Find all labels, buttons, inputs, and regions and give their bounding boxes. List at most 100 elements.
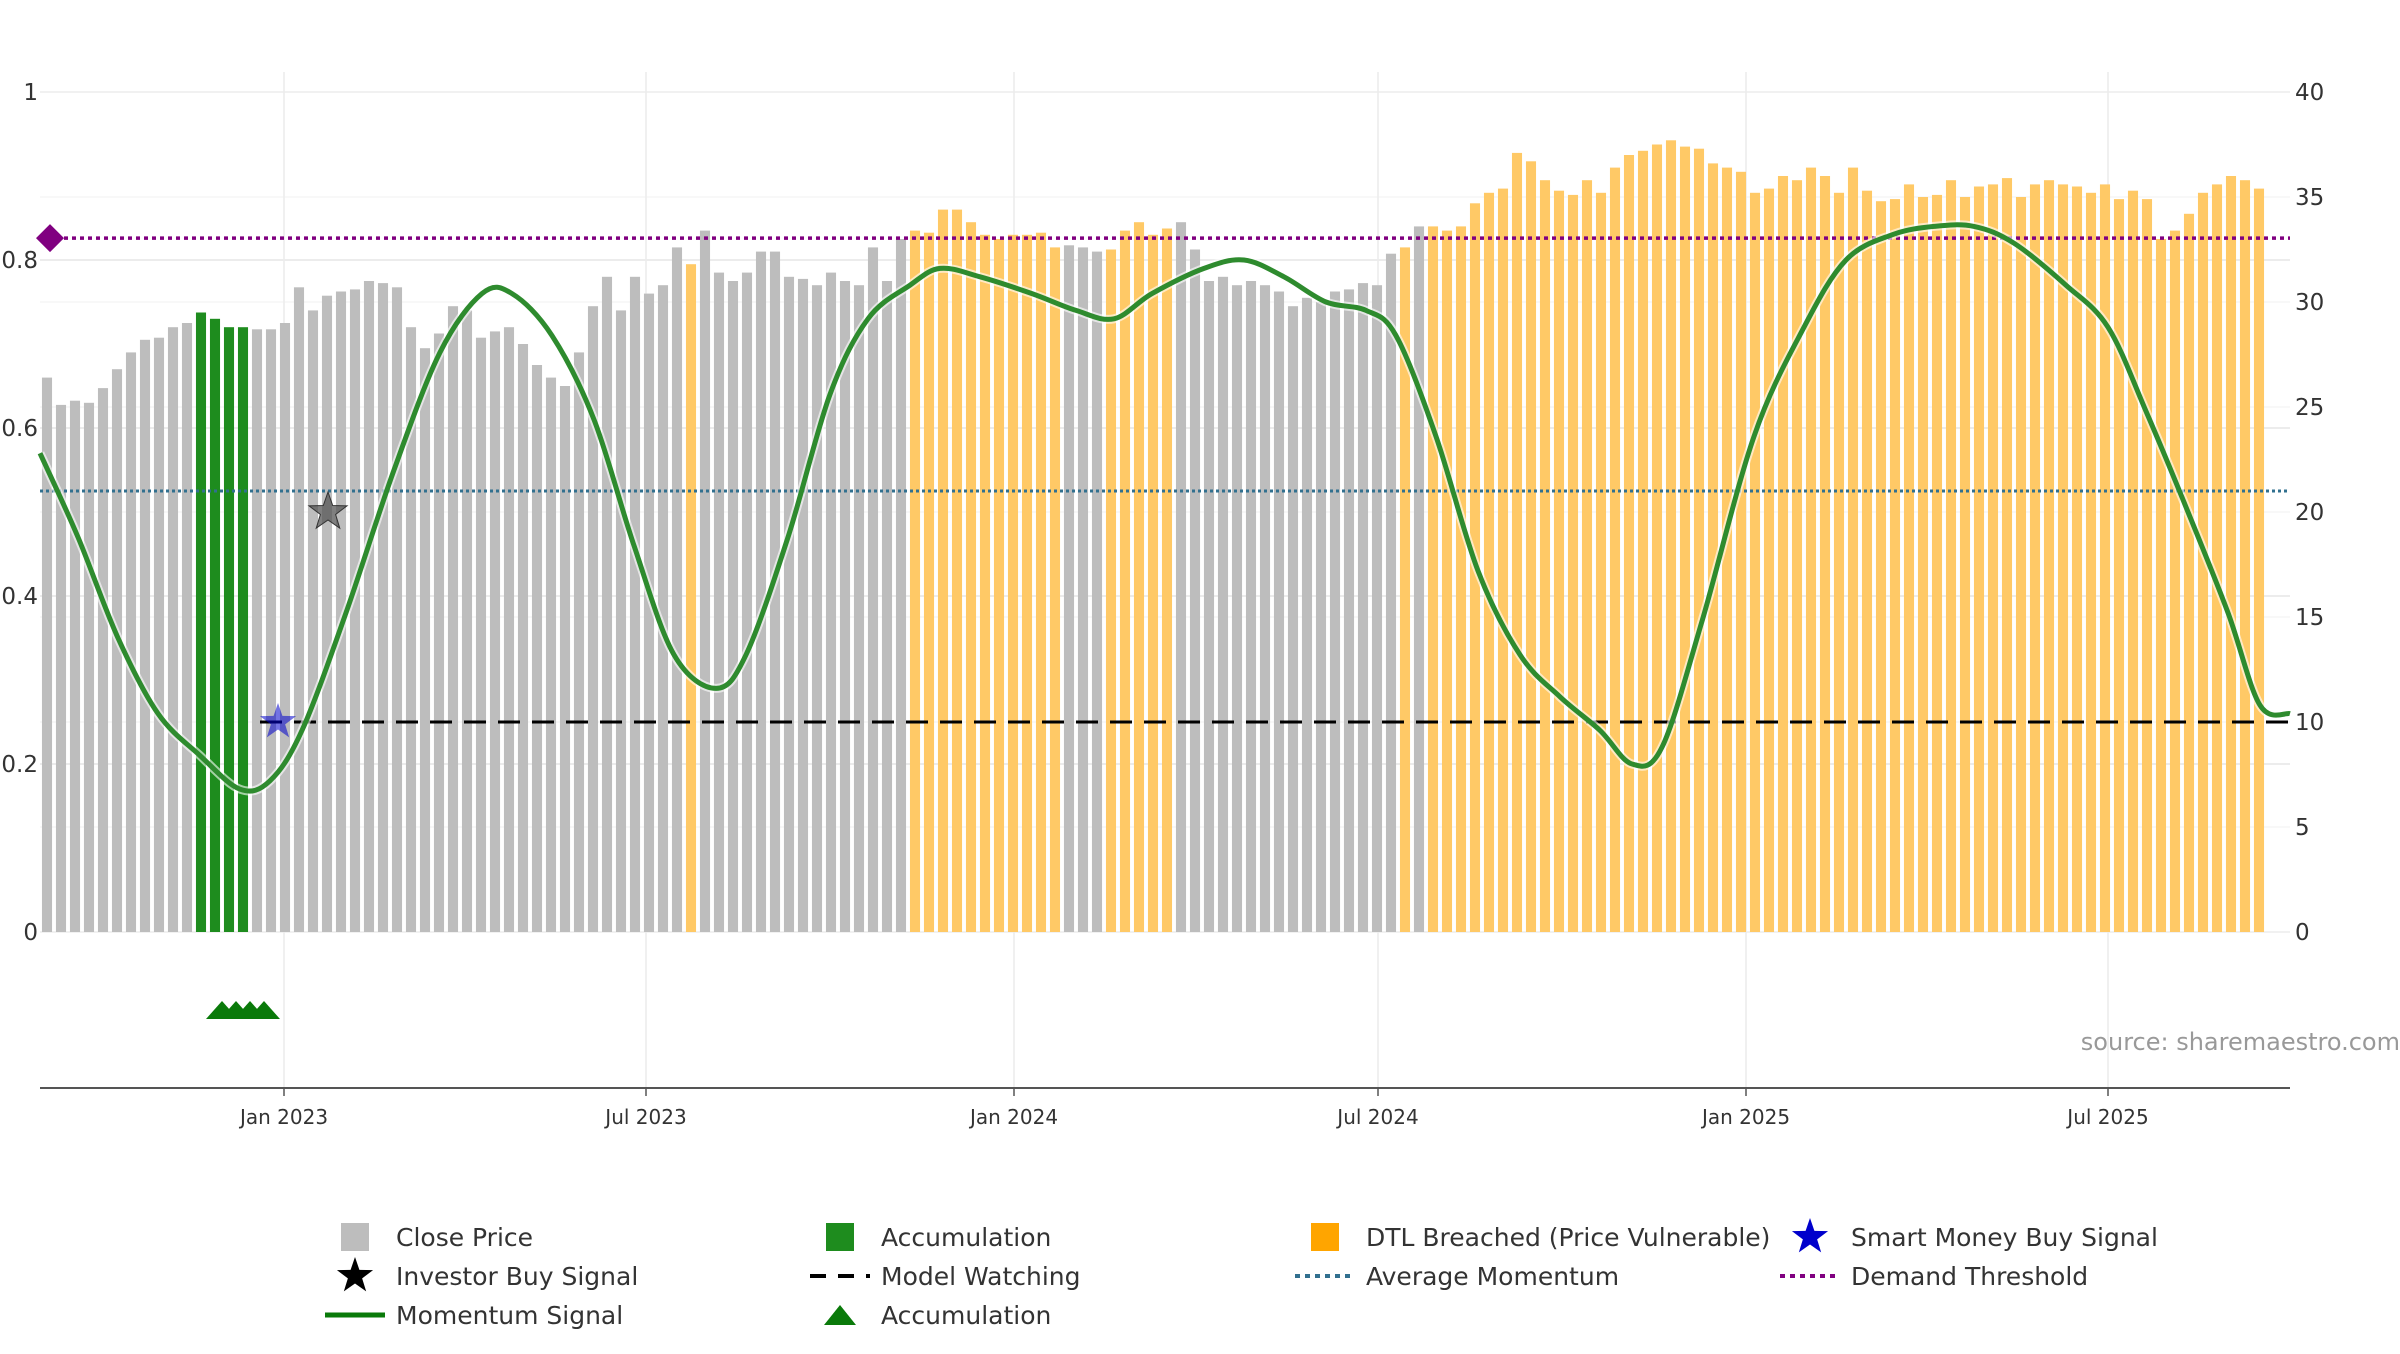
close-price-bar: [363, 281, 375, 932]
close-price-bar: [1385, 253, 1397, 932]
dtl-breached-bar: [1637, 150, 1649, 933]
close-price-bar: [601, 276, 613, 932]
legend-label: Average Momentum: [1366, 1262, 1619, 1291]
close-price-bar: [1287, 306, 1299, 932]
close-price-bar: [1329, 291, 1341, 932]
accumulation-bar: [237, 327, 249, 932]
dtl-breached-bar: [1007, 234, 1019, 933]
signal-markers: [206, 490, 349, 1019]
legend-item: Smart Money Buy Signal: [1791, 1218, 2158, 1253]
close-price-bar: [321, 295, 333, 932]
dtl-breached-bar: [1791, 180, 1803, 932]
dtl-breached-bar: [1847, 167, 1859, 933]
legend-item: Accumulation: [826, 1223, 1051, 1252]
close-price-bar: [797, 278, 809, 932]
dtl-breached-bar: [2127, 190, 2139, 932]
close-price-bar: [1357, 283, 1369, 933]
legend-label: Close Price: [396, 1223, 533, 1252]
close-price-bar: [559, 386, 571, 932]
dtl-breached-bar: [2085, 192, 2097, 933]
dtl-breached-bar: [1903, 184, 1915, 932]
close-price-bar: [615, 310, 627, 932]
close-price-bar: [447, 306, 459, 932]
close-price-bar: [139, 339, 151, 932]
dtl-breached-bar: [1651, 144, 1663, 932]
legend-star: [336, 1257, 374, 1292]
dtl-breached-bar: [1833, 192, 1845, 933]
dtl-breached-bar: [951, 209, 963, 933]
y-left-tick-label: 1: [23, 80, 38, 106]
reference-lines: [36, 224, 2290, 724]
close-price-bar: [531, 365, 543, 932]
momentum-signal-line: [37, 222, 2291, 794]
close-price-bar: [83, 402, 95, 932]
legend-star: [1791, 1218, 1829, 1253]
close-price-bar: [335, 291, 347, 932]
dtl-breached-bar: [1427, 226, 1439, 932]
close-price-bar: [713, 272, 725, 933]
legend-item: Average Momentum: [1295, 1262, 1619, 1291]
close-price-bar: [839, 281, 851, 932]
close-price-bar: [111, 369, 123, 932]
close-price-bar: [769, 251, 781, 933]
dtl-breached-bar: [1525, 161, 1537, 933]
x-tick-label: Jul 2023: [603, 1105, 686, 1129]
dtl-breached-bar: [1567, 194, 1579, 932]
dtl-breached-bar: [1553, 190, 1565, 932]
dtl-breached-bar: [2197, 192, 2209, 933]
accumulation-bar: [209, 318, 221, 932]
legend-item: Close Price: [341, 1223, 533, 1252]
close-price-bar: [783, 276, 795, 932]
axes: Jan 2023 Jul 2023 Jan 2024 Jul 2024 Jan 2025…: [1, 80, 2324, 1129]
dtl-breached-bar: [2183, 213, 2195, 933]
close-price-bar: [657, 285, 669, 932]
legend-item: DTL Breached (Price Vulnerable): [1311, 1223, 1770, 1252]
dtl-breached-bar: [909, 230, 921, 933]
y-left-tick-label: 0.8: [1, 248, 38, 274]
dtl-breached-bar: [1035, 232, 1047, 932]
dtl-breached-bar: [2155, 239, 2167, 932]
close-price-bar: [69, 400, 81, 932]
dtl-breached-bar: [1973, 186, 1985, 932]
y-left-tick-label: 0: [23, 920, 38, 946]
close-price-bar: [573, 352, 585, 932]
close-price-bar: [1231, 285, 1243, 932]
close-price-bar: [643, 293, 655, 933]
close-price-bar: [349, 289, 361, 932]
y-right-tick-label: 0: [2295, 920, 2310, 946]
legend-label: Model Watching: [881, 1262, 1081, 1291]
legend-label: Accumulation: [881, 1301, 1051, 1330]
close-price-bar: [97, 388, 109, 933]
x-tick-label: Jul 2024: [1335, 1105, 1418, 1129]
close-price-bar: [293, 287, 305, 932]
close-price-bar: [825, 272, 837, 933]
close-price-bar: [671, 247, 683, 932]
close-price-bar: [461, 310, 473, 932]
dtl-breached-bar: [2057, 184, 2069, 932]
investor-buy-star: [307, 490, 349, 530]
close-price-bar: [545, 377, 557, 933]
y-left-tick-label: 0.4: [1, 584, 38, 610]
close-price-bar: [167, 327, 179, 932]
dtl-breached-bar: [1861, 190, 1873, 932]
dtl-breached-bar: [1693, 148, 1705, 932]
close-price-bar: [1175, 222, 1187, 932]
dtl-breached-bar: [2099, 184, 2111, 932]
price-bars: [41, 140, 2265, 933]
close-price-bar: [1077, 247, 1089, 932]
close-price-bar: [181, 323, 193, 932]
dtl-breached-bar: [1931, 194, 1943, 932]
legend-swatch: [1311, 1223, 1339, 1251]
dtl-breached-bar: [1161, 228, 1173, 932]
dtl-breached-bar: [1749, 192, 1761, 933]
legend: Close Price Accumulation DTL Breached (Pri…: [325, 1218, 2158, 1330]
dtl-breached-bar: [1665, 140, 1677, 933]
dtl-breached-bar: [1595, 192, 1607, 933]
dtl-breached-bar: [1441, 230, 1453, 933]
dtl-breached-bar: [1889, 199, 1901, 933]
y-right-tick-label: 40: [2295, 80, 2324, 106]
dtl-breached-bar: [2113, 199, 2125, 933]
close-price-bar: [1371, 285, 1383, 932]
y-right-tick-label: 30: [2295, 290, 2324, 316]
close-price-bar: [503, 327, 515, 932]
